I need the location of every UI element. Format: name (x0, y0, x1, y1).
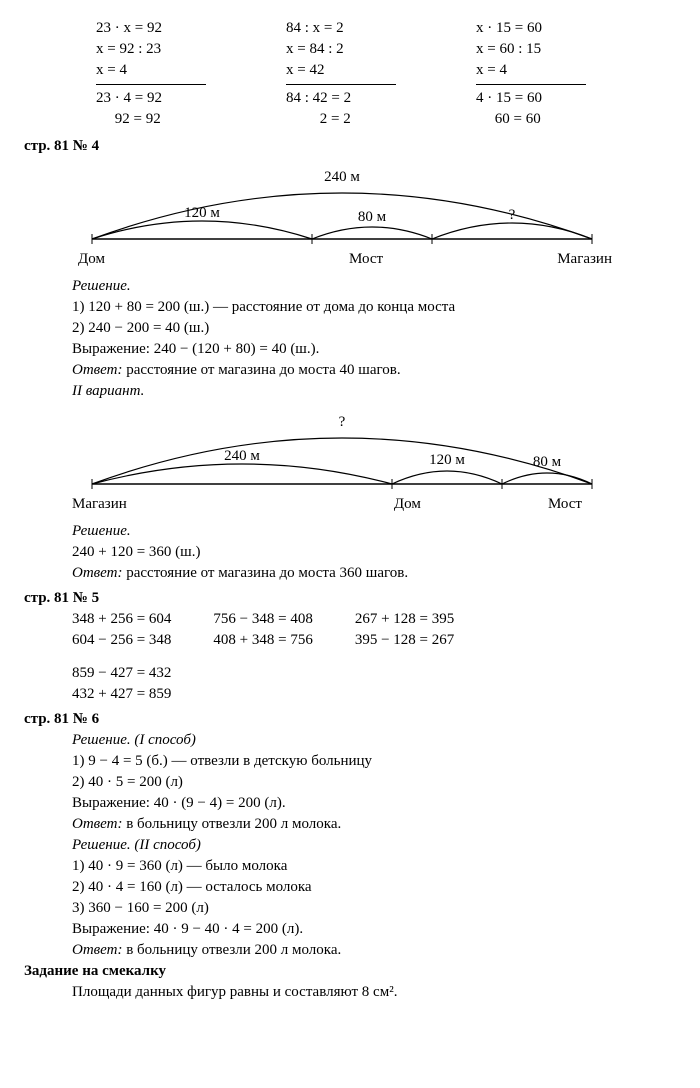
diagram-1-svg: 240 м 120 м 80 м ? (72, 167, 612, 247)
equations-block: 23 · x = 92 x = 92 : 23 x = 4 23 · 4 = 9… (96, 18, 676, 130)
eq-line: x = 4 (96, 60, 226, 81)
ex5-extra: 859 − 427 = 432 432 + 427 = 859 (72, 663, 676, 705)
variant-label: II вариант. (72, 381, 676, 402)
solution-line: 3) 360 − 160 = 200 (л) (72, 898, 676, 919)
answer-label: Ответ: (72, 942, 122, 958)
solution-line: 240 + 120 = 360 (ш.) (72, 542, 676, 563)
answer-label: Ответ: (72, 565, 122, 581)
answer-line: Ответ: в больницу отвезли 200 л молока. (72, 814, 676, 835)
answer-text: расстояние от магазина до моста 360 шаго… (122, 565, 408, 581)
svg-text:240 м: 240 м (224, 448, 260, 464)
solution-line: 2) 40 · 5 = 200 (л) (72, 772, 676, 793)
answer-text: в больницу отвезли 200 л молока. (122, 816, 341, 832)
eq-line: x · 15 = 60 (476, 18, 606, 39)
solution-head: Решение. (II способ) (72, 835, 676, 856)
total-label: 240 м (324, 169, 360, 185)
eq-line: 4 · 15 = 60 (476, 88, 606, 109)
diagram-2-svg: ? 240 м 120 м 80 м (72, 412, 612, 492)
rule (96, 84, 206, 85)
eq-line: 92 = 92 (96, 109, 226, 130)
solution-line: 1) 120 + 80 = 200 (ш.) — расстояние от д… (72, 297, 676, 318)
smekalka-label: Задание на смекалку (24, 961, 676, 982)
svg-text:80 м: 80 м (358, 209, 387, 225)
solution-line: 1) 40 · 9 = 360 (л) — было молока (72, 856, 676, 877)
eq-line: x = 84 : 2 (286, 39, 416, 60)
eq-line: 23 · 4 = 92 (96, 88, 226, 109)
svg-text:?: ? (509, 207, 516, 223)
ex5-line: 859 − 427 = 432 (72, 663, 676, 684)
eq-col-1: 23 · x = 92 x = 92 : 23 x = 4 23 · 4 = 9… (96, 18, 226, 130)
answer-line: Ответ: расстояние от магазина до моста 3… (72, 563, 676, 584)
ex5-line: 756 − 348 = 408 (213, 609, 312, 630)
svg-text:?: ? (339, 414, 346, 430)
answer-label: Ответ: (72, 816, 122, 832)
eq-line: x = 60 : 15 (476, 39, 606, 60)
answer-line: Ответ: расстояние от магазина до моста 4… (72, 360, 676, 381)
eq-line: 84 : x = 2 (286, 18, 416, 39)
solution-line: 2) 240 − 200 = 40 (ш.) (72, 318, 676, 339)
answer-text: в больницу отвезли 200 л молока. (122, 942, 341, 958)
eq-line: x = 4 (476, 60, 606, 81)
diagram-label: Мост (548, 494, 582, 515)
rule (476, 84, 586, 85)
ex5-line: 395 − 128 = 267 (355, 630, 454, 651)
ex5-col-1: 348 + 256 = 604 604 − 256 = 348 (72, 609, 171, 651)
solution-head: Решение. (72, 276, 676, 297)
ex5-line: 408 + 348 = 756 (213, 630, 312, 651)
diagram-label: Дом (78, 249, 105, 270)
eq-line: x = 92 : 23 (96, 39, 226, 60)
svg-text:120 м: 120 м (184, 205, 220, 221)
problem-4b-solution: Решение. 240 + 120 = 360 (ш.) Ответ: рас… (72, 521, 676, 584)
answer-line: Ответ: в больницу отвезли 200 л молока. (72, 940, 676, 961)
expression-line: Выражение: 40 · (9 − 4) = 200 (л). (72, 793, 676, 814)
answer-text: расстояние от магазина до моста 40 шагов… (122, 362, 400, 378)
exercise-5: 348 + 256 = 604 604 − 256 = 348 756 − 34… (72, 609, 676, 651)
eq-line: 84 : 42 = 2 (286, 88, 416, 109)
svg-text:80 м: 80 м (533, 454, 562, 470)
eq-line: 2 = 2 (286, 109, 416, 130)
ex5-line: 348 + 256 = 604 (72, 609, 171, 630)
solution-line: 1) 9 − 4 = 5 (б.) — отвезли в детскую бо… (72, 751, 676, 772)
ex5-col-2: 756 − 348 = 408 408 + 348 = 756 (213, 609, 312, 651)
solution-line: 2) 40 · 4 = 160 (л) — осталось молока (72, 877, 676, 898)
ex5-line: 604 − 256 = 348 (72, 630, 171, 651)
exercise-6: Решение. (I способ) 1) 9 − 4 = 5 (б.) — … (72, 730, 676, 961)
eq-line: 60 = 60 (476, 109, 606, 130)
eq-col-2: 84 : x = 2 x = 84 : 2 x = 42 84 : 42 = 2… (286, 18, 416, 130)
section-label-5: стр. 81 № 5 (24, 588, 676, 609)
diagram-2: ? 240 м 120 м 80 м Магазин Дом Мост (72, 412, 628, 515)
solution-head: Решение. (I способ) (72, 730, 676, 751)
expression-line: Выражение: 240 − (120 + 80) = 40 (ш.). (72, 339, 676, 360)
problem-4-solution: Решение. 1) 120 + 80 = 200 (ш.) — рассто… (72, 276, 676, 402)
smekalka-text: Площади данных фигур равны и составляют … (72, 982, 676, 1003)
svg-text:120 м: 120 м (429, 452, 465, 468)
eq-line: x = 42 (286, 60, 416, 81)
expression-line: Выражение: 40 · 9 − 40 · 4 = 200 (л). (72, 919, 676, 940)
solution-head: Решение. (72, 521, 676, 542)
ex5-line: 432 + 427 = 859 (72, 684, 676, 705)
section-label-6: стр. 81 № 6 (24, 709, 676, 730)
ex5-col-3: 267 + 128 = 395 395 − 128 = 267 (355, 609, 454, 651)
answer-label: Ответ: (72, 362, 122, 378)
diagram-label: Дом (394, 494, 421, 515)
diagram-label: Магазин (557, 249, 612, 270)
diagram-1: 240 м 120 м 80 м ? Дом Мост Магазин (72, 167, 628, 270)
eq-line: 23 · x = 92 (96, 18, 226, 39)
diagram-label: Мост (349, 249, 383, 270)
eq-col-3: x · 15 = 60 x = 60 : 15 x = 4 4 · 15 = 6… (476, 18, 606, 130)
diagram-label: Магазин (72, 494, 127, 515)
rule (286, 84, 396, 85)
ex5-line: 267 + 128 = 395 (355, 609, 454, 630)
section-label-4: стр. 81 № 4 (24, 136, 676, 157)
